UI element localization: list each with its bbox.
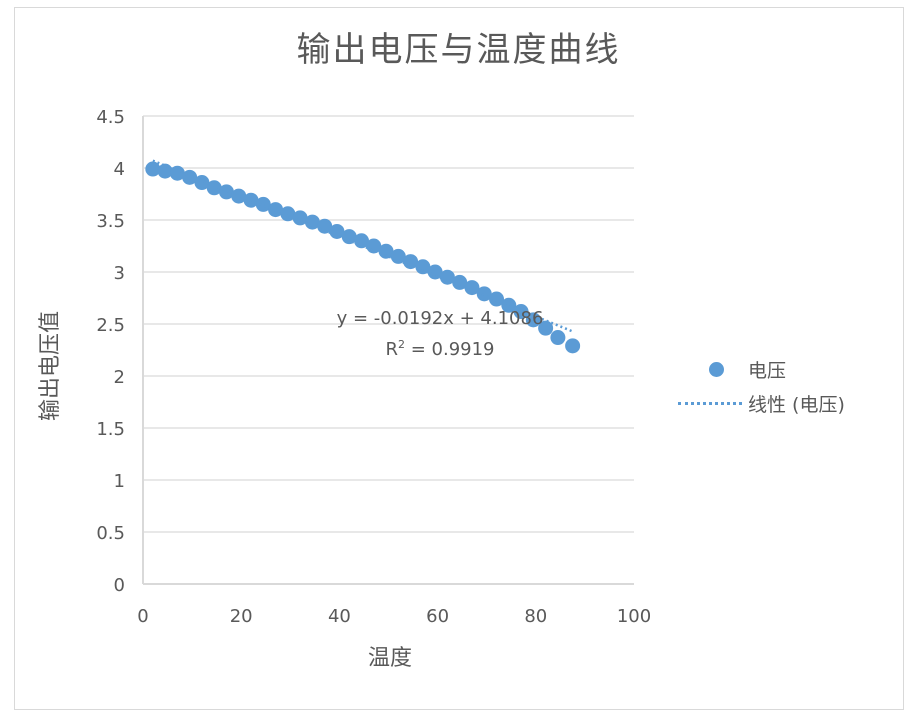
- data-point: [280, 206, 296, 222]
- data-point: [476, 286, 492, 302]
- x-axis-title: 温度: [367, 646, 412, 671]
- data-point: [538, 320, 554, 336]
- data-point: [255, 196, 271, 212]
- data-point: [403, 254, 419, 270]
- legend: 电压 线性 (电压): [672, 352, 845, 420]
- y-tick-label: 3.5: [96, 211, 125, 232]
- y-tick-label: 1.5: [96, 419, 125, 440]
- y-tick-label: 1: [114, 471, 125, 492]
- chart-frame: [14, 7, 904, 710]
- data-point: [145, 161, 161, 177]
- data-point: [231, 188, 247, 204]
- trendline-equation: y = -0.0192x + 4.1086: [336, 308, 544, 329]
- data-point: [292, 210, 308, 226]
- r-squared: R2 = 0.9919: [385, 338, 495, 360]
- data-point: [194, 175, 210, 191]
- trendline: [152, 159, 574, 333]
- data-point: [415, 259, 431, 275]
- data-point: [525, 312, 541, 328]
- x-tick-label: 60: [426, 606, 449, 627]
- x-tick-label: 100: [617, 606, 651, 627]
- trendline-equation-label: y = -0.0192x + 4.1086 R2 = 0.9919: [310, 306, 570, 363]
- y-tick-label: 2: [114, 367, 125, 388]
- circle-marker-icon: [708, 361, 724, 377]
- chart-title: 输出电压与温度曲线: [296, 30, 621, 70]
- data-point: [366, 238, 382, 254]
- data-point: [464, 280, 480, 296]
- x-tick-label: 40: [328, 606, 351, 627]
- y-tick-label: 0.5: [96, 523, 125, 544]
- data-point: [378, 243, 394, 259]
- data-point: [341, 229, 357, 245]
- y-tick-label: 4.5: [96, 107, 125, 128]
- dotted-line-icon: [678, 401, 742, 405]
- y-tick-label: 0: [114, 575, 125, 596]
- y-tick-label: 2.5: [96, 315, 125, 336]
- x-tick-label: 80: [524, 606, 547, 627]
- data-point: [550, 330, 566, 346]
- x-tick-label: 0: [137, 606, 148, 627]
- data-point: [206, 180, 222, 196]
- data-point: [169, 165, 185, 181]
- data-point: [513, 304, 529, 320]
- y-axis-title: 输出电压值: [38, 311, 63, 422]
- data-point: [427, 264, 443, 280]
- y-tick-label: 4: [114, 159, 125, 180]
- x-tick-label: 20: [230, 606, 253, 627]
- data-point: [157, 163, 173, 179]
- data-point: [501, 297, 517, 313]
- legend-item-voltage: 电压: [672, 352, 845, 386]
- data-point: [565, 338, 581, 354]
- y-tick-label: 3: [114, 263, 125, 284]
- legend-item-linear-trend: 线性 (电压): [672, 386, 845, 420]
- data-point: [268, 202, 284, 218]
